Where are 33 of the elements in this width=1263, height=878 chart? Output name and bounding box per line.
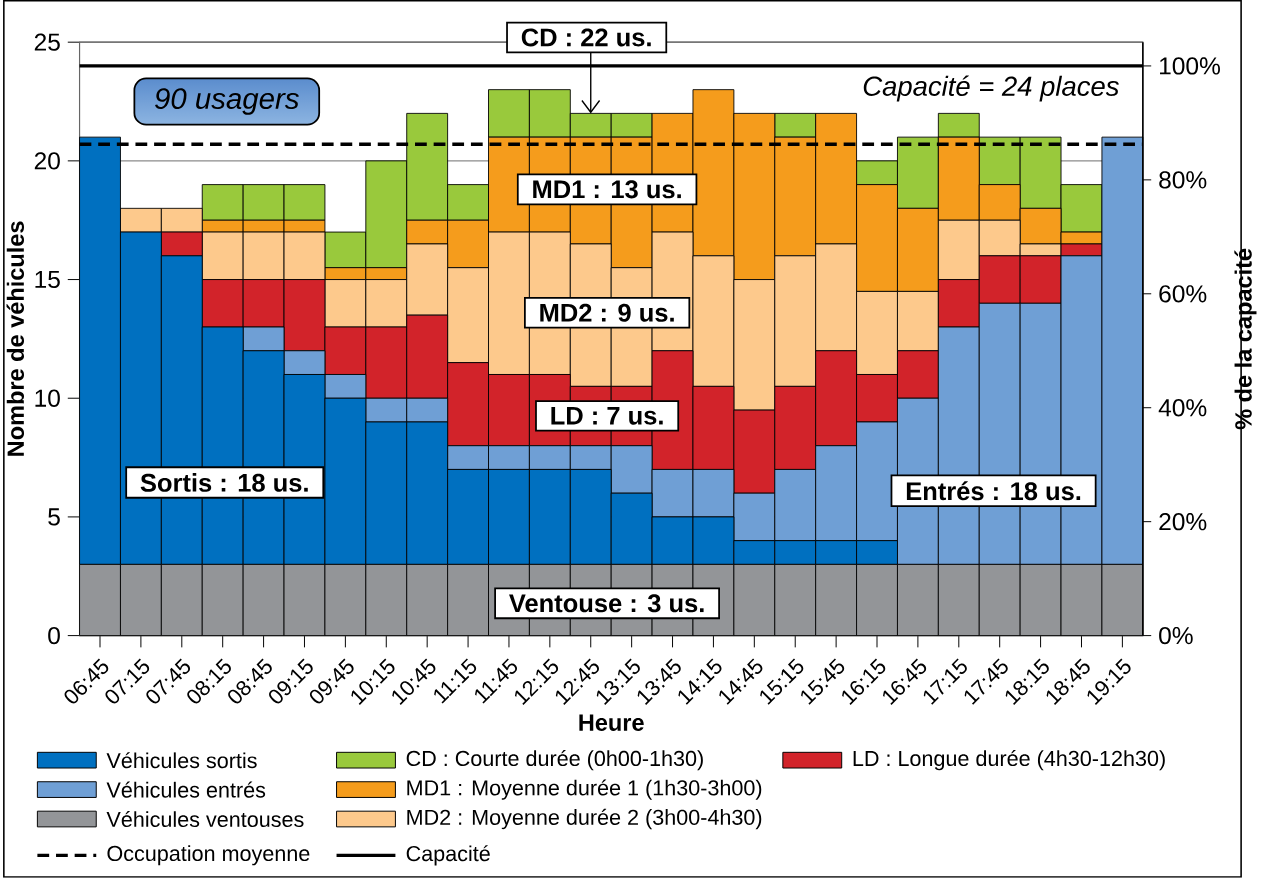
legend-label: LD : Longue durée (4h30-12h30) bbox=[853, 750, 1165, 771]
y2-tick-label: 20% bbox=[1159, 513, 1207, 531]
annotation: Sortis : 18 us. bbox=[140, 473, 308, 492]
y2-tick-label: 0% bbox=[1159, 627, 1193, 645]
y2-tick-label: 100% bbox=[1160, 57, 1220, 75]
legend-label: Véhicules sortis bbox=[106, 752, 257, 769]
annotation: 90 usagers bbox=[155, 88, 299, 115]
annotation: MD1 : 13 us. bbox=[533, 180, 681, 199]
y2-tick-label: 60% bbox=[1159, 285, 1207, 303]
y2-tick-label: 40% bbox=[1158, 399, 1207, 417]
y-tick-label: 5 bbox=[48, 508, 60, 526]
annotation: MD2 : 9 us. bbox=[540, 303, 674, 322]
annotation: Ventouse : 3 us. bbox=[509, 594, 704, 613]
x-axis-title: Heure bbox=[579, 714, 644, 731]
legend-label: CD : Courte durée (0h00-1h30) bbox=[406, 750, 703, 771]
y-tick-label: 10 bbox=[35, 389, 60, 407]
y2-axis-title: % de la capacité bbox=[1234, 248, 1257, 430]
annotation: Entrés : 18 us. bbox=[906, 481, 1081, 501]
y-tick-label: 15 bbox=[35, 271, 60, 289]
legend-label: Véhicules ventouses bbox=[106, 811, 304, 828]
y2-tick-label: 80% bbox=[1159, 171, 1207, 189]
y-tick-label: 25 bbox=[34, 33, 60, 51]
legend-label: MD2 : Moyenne durée 2 (3h00-4h30) bbox=[407, 808, 762, 830]
annotation: Capacité = 24 places bbox=[863, 75, 1119, 102]
legend-label: Véhicules entrés bbox=[106, 781, 266, 798]
y-axis-title: Nombre de véhicules bbox=[6, 221, 25, 456]
legend-label: Occupation moyenne bbox=[107, 845, 310, 866]
y-tick-label: 20 bbox=[34, 152, 60, 170]
y-tick-label: 0 bbox=[48, 627, 60, 645]
annotation: LD : 7 us. bbox=[551, 406, 663, 425]
legend-label: MD1 : Moyenne durée 1 (1h30-3h00) bbox=[407, 779, 762, 800]
legend-label: Capacité bbox=[406, 845, 490, 866]
annotation: CD : 22 us. bbox=[521, 28, 651, 47]
